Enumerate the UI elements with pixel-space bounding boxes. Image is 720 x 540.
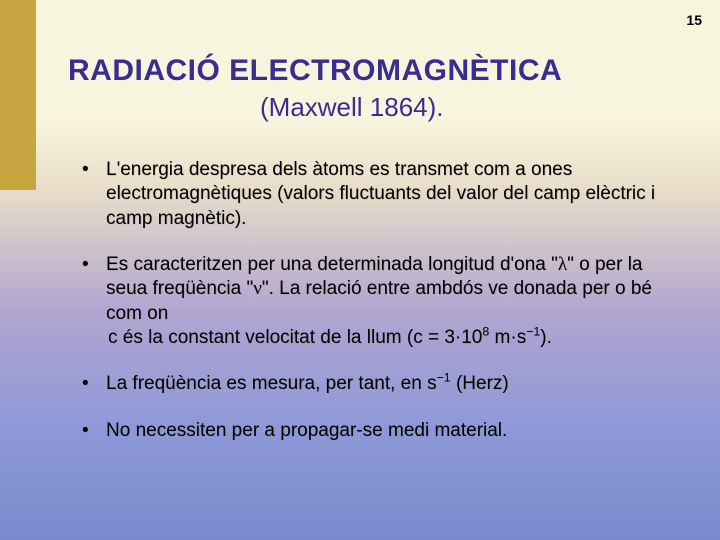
slide-title: RADIACIÓ ELECTROMAGNÈTICA [68, 54, 562, 88]
bullet-2: Es caracteritzen per una determinada lon… [78, 253, 672, 350]
bullet-1-text: L'energia despresa dels àtoms es transme… [106, 159, 655, 229]
bullet-2-line2: c és la constant velocitat de la llum (c… [106, 326, 672, 350]
bullet-4: No necessiten per a propagar-se medi mat… [78, 419, 672, 443]
slide-subtitle: (Maxwell 1864). [260, 92, 444, 123]
exponent-neg1-b: −1 [437, 371, 451, 385]
bullet-3-text-a: La freqüència es mesura, per tant, en s [106, 373, 437, 394]
nu-symbol: ν [253, 278, 262, 299]
content-area: L'energia despresa dels àtoms es transme… [78, 158, 672, 465]
bullet-2-text-d: c és la constant velocitat de la llum (c… [108, 327, 482, 348]
bullet-2-text-a: Es caracteritzen per una determinada lon… [106, 254, 558, 275]
bullet-4-text: No necessiten per a propagar-se medi mat… [106, 420, 507, 441]
page-number: 15 [686, 12, 702, 28]
lambda-symbol: λ [558, 254, 567, 275]
bullet-3-text-b: (Herz) [451, 373, 509, 394]
bullet-1: L'energia despresa dels àtoms es transme… [78, 158, 672, 231]
sidebar-accent [0, 0, 36, 190]
bullet-3: La freqüència es mesura, per tant, en s−… [78, 372, 672, 396]
bullet-2-text-f: ). [540, 327, 552, 348]
exponent-neg1-a: −1 [526, 325, 540, 339]
slide: 15 RADIACIÓ ELECTROMAGNÈTICA (Maxwell 18… [0, 0, 720, 540]
bullet-2-text-e: m·s [489, 327, 526, 348]
